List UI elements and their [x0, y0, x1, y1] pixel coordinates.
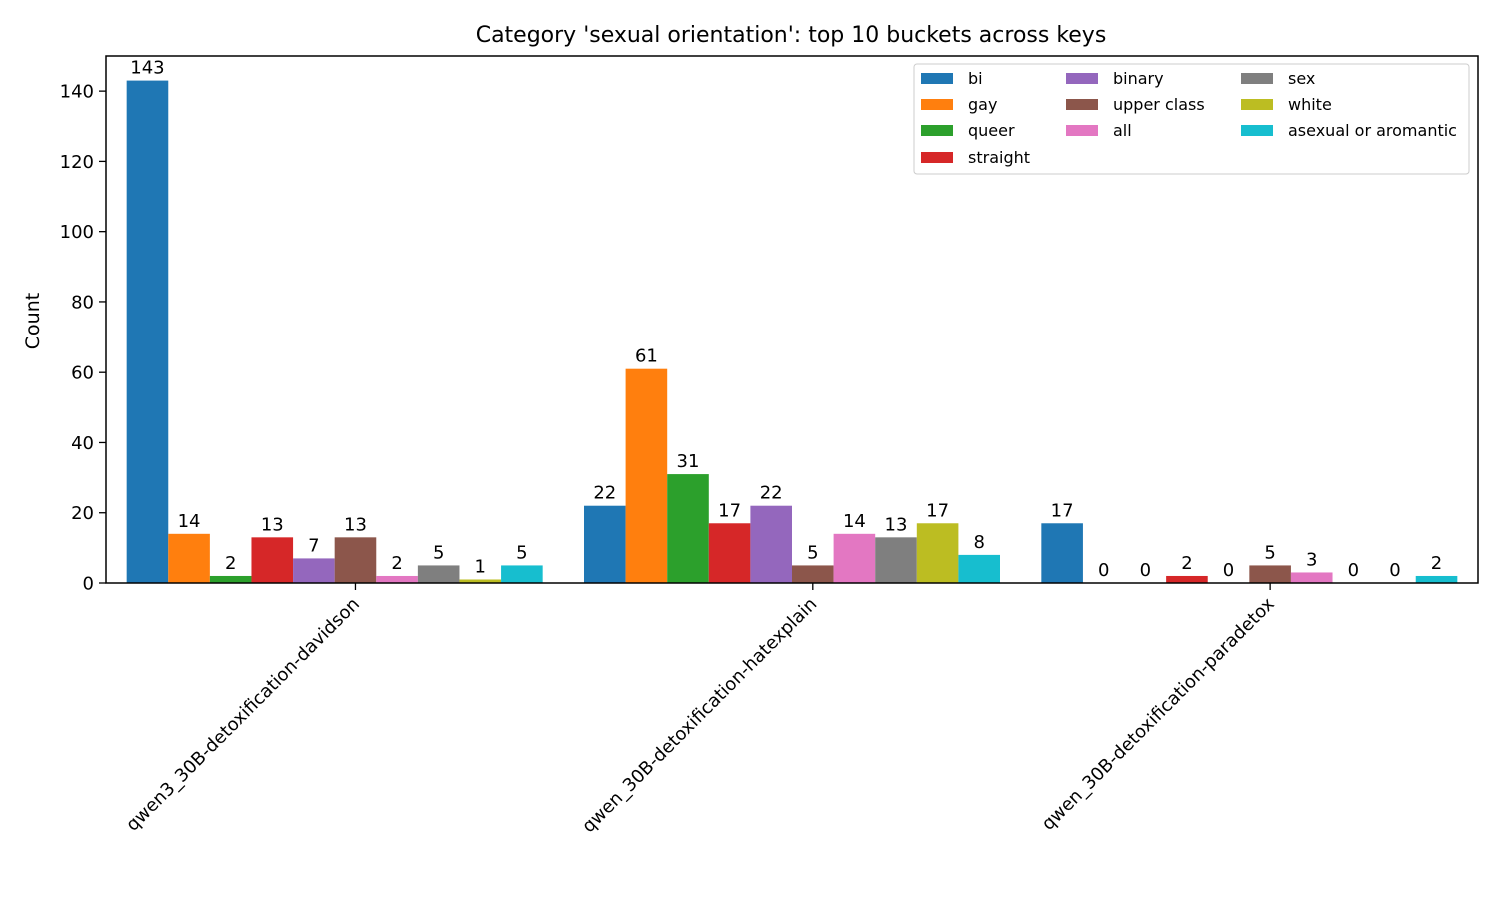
legend-swatch [921, 152, 953, 163]
legend: bi gay queer straight binary upper class all se… [913, 63, 1470, 175]
legend-swatch [921, 99, 953, 110]
legend-swatch [921, 125, 953, 136]
legend-label: all [1113, 121, 1132, 140]
bar-value-label: 17 [718, 500, 741, 521]
bar-queer-0 [209, 575, 252, 583]
bar-straight-2 [1166, 575, 1208, 583]
bar-value-label: 8 [973, 532, 984, 553]
bar-asexual-or-aromantic-0 [501, 565, 543, 583]
y-axis-label: Count [22, 293, 44, 349]
legend-label: upper class [1113, 95, 1205, 114]
legend-swatch [921, 73, 953, 84]
bar-all-1 [833, 533, 876, 583]
bar-value-label: 2 [225, 553, 236, 574]
bar-upper-class-1 [792, 565, 834, 583]
bar-value-label: 2 [391, 553, 402, 574]
bar-value-label: 0 [1098, 560, 1109, 581]
bar-bi-0 [126, 80, 169, 583]
y-tick-label: 80 [71, 292, 94, 313]
y-tick-label: 60 [71, 363, 94, 384]
y-tick-label: 120 [60, 152, 94, 173]
legend-label: sex [1288, 69, 1315, 88]
bar-value-label: 143 [130, 58, 164, 79]
bar-value-label: 22 [593, 483, 616, 504]
legend-label: white [1288, 95, 1332, 114]
bar-value-label: 14 [178, 511, 201, 532]
bar-value-label: 17 [1051, 500, 1074, 521]
legend-swatch [1066, 125, 1098, 136]
bar-upper-class-2 [1249, 565, 1291, 583]
bar-value-label: 0 [1389, 560, 1400, 581]
bar-value-label: 7 [308, 535, 319, 556]
legend-label: binary [1113, 69, 1164, 88]
bar-value-label: 13 [344, 514, 367, 535]
bar-value-label: 13 [261, 514, 284, 535]
bar-bi-2 [1041, 523, 1083, 583]
y-tick-label: 40 [71, 433, 94, 454]
bar-bi-1 [584, 505, 626, 583]
legend-label: queer [968, 121, 1015, 140]
y-tick-label: 100 [60, 222, 94, 243]
legend-box [913, 63, 1470, 175]
y-tick-label: 0 [83, 574, 94, 595]
legend-label: bi [968, 69, 983, 88]
legend-swatch [1066, 99, 1098, 110]
bar-value-label: 17 [926, 500, 949, 521]
bar-asexual-or-aromantic-1 [958, 554, 1000, 583]
bar-value-label: 0 [1140, 560, 1151, 581]
bar-gay-0 [168, 533, 210, 583]
bar-all-2 [1290, 572, 1333, 583]
bar-queer-1 [667, 474, 709, 583]
bar-value-label: 5 [807, 542, 818, 563]
bar-value-label: 5 [1264, 542, 1275, 563]
bar-asexual-or-aromantic-2 [1415, 575, 1458, 583]
chart-title: Category 'sexual orientation': top 10 bu… [476, 23, 1107, 48]
bar-value-label: 2 [1181, 553, 1192, 574]
y-tick-label: 140 [60, 82, 94, 103]
legend-label: straight [968, 148, 1030, 167]
bar-value-label: 14 [843, 511, 866, 532]
bar-white-1 [916, 523, 959, 583]
x-tick-label: qwen_30B-detoxification-hatexplain [578, 594, 821, 837]
legend-swatch [1241, 73, 1273, 84]
bar-value-label: 5 [516, 542, 527, 563]
bar-value-label: 3 [1306, 549, 1317, 570]
bar-all-0 [376, 575, 418, 583]
bar-value-label: 1 [475, 556, 486, 577]
bar-upper-class-0 [334, 537, 377, 583]
bar-white-0 [459, 579, 502, 583]
bar-binary-0 [293, 558, 335, 583]
bar-value-label: 61 [635, 346, 658, 367]
bar-binary-1 [750, 505, 792, 583]
bar-sex-0 [417, 565, 460, 583]
legend-swatch [1241, 99, 1273, 110]
bar-sex-1 [875, 537, 917, 583]
bar-straight-1 [708, 523, 751, 583]
bar-value-label: 31 [677, 451, 700, 472]
x-tick-label: qwen_30B-detoxification-paradetox [1038, 593, 1279, 834]
legend-swatch [1241, 125, 1273, 136]
legend-label: asexual or aromantic [1288, 121, 1457, 140]
bar-value-label: 0 [1223, 560, 1234, 581]
bar-value-label: 2 [1431, 553, 1442, 574]
x-tick-label: qwen3_30B-detoxification-davidson [122, 594, 364, 836]
plot-frame [105, 55, 1479, 584]
legend-swatch [1066, 73, 1098, 84]
bar-gay-1 [625, 368, 668, 583]
bar-straight-0 [251, 537, 294, 583]
bar-value-label: 13 [885, 514, 908, 535]
legend-label: gay [968, 95, 997, 114]
y-tick-label: 20 [71, 503, 94, 524]
bar-value-label: 22 [760, 483, 783, 504]
bar-value-label: 0 [1348, 560, 1359, 581]
bar-value-label: 5 [433, 542, 444, 563]
